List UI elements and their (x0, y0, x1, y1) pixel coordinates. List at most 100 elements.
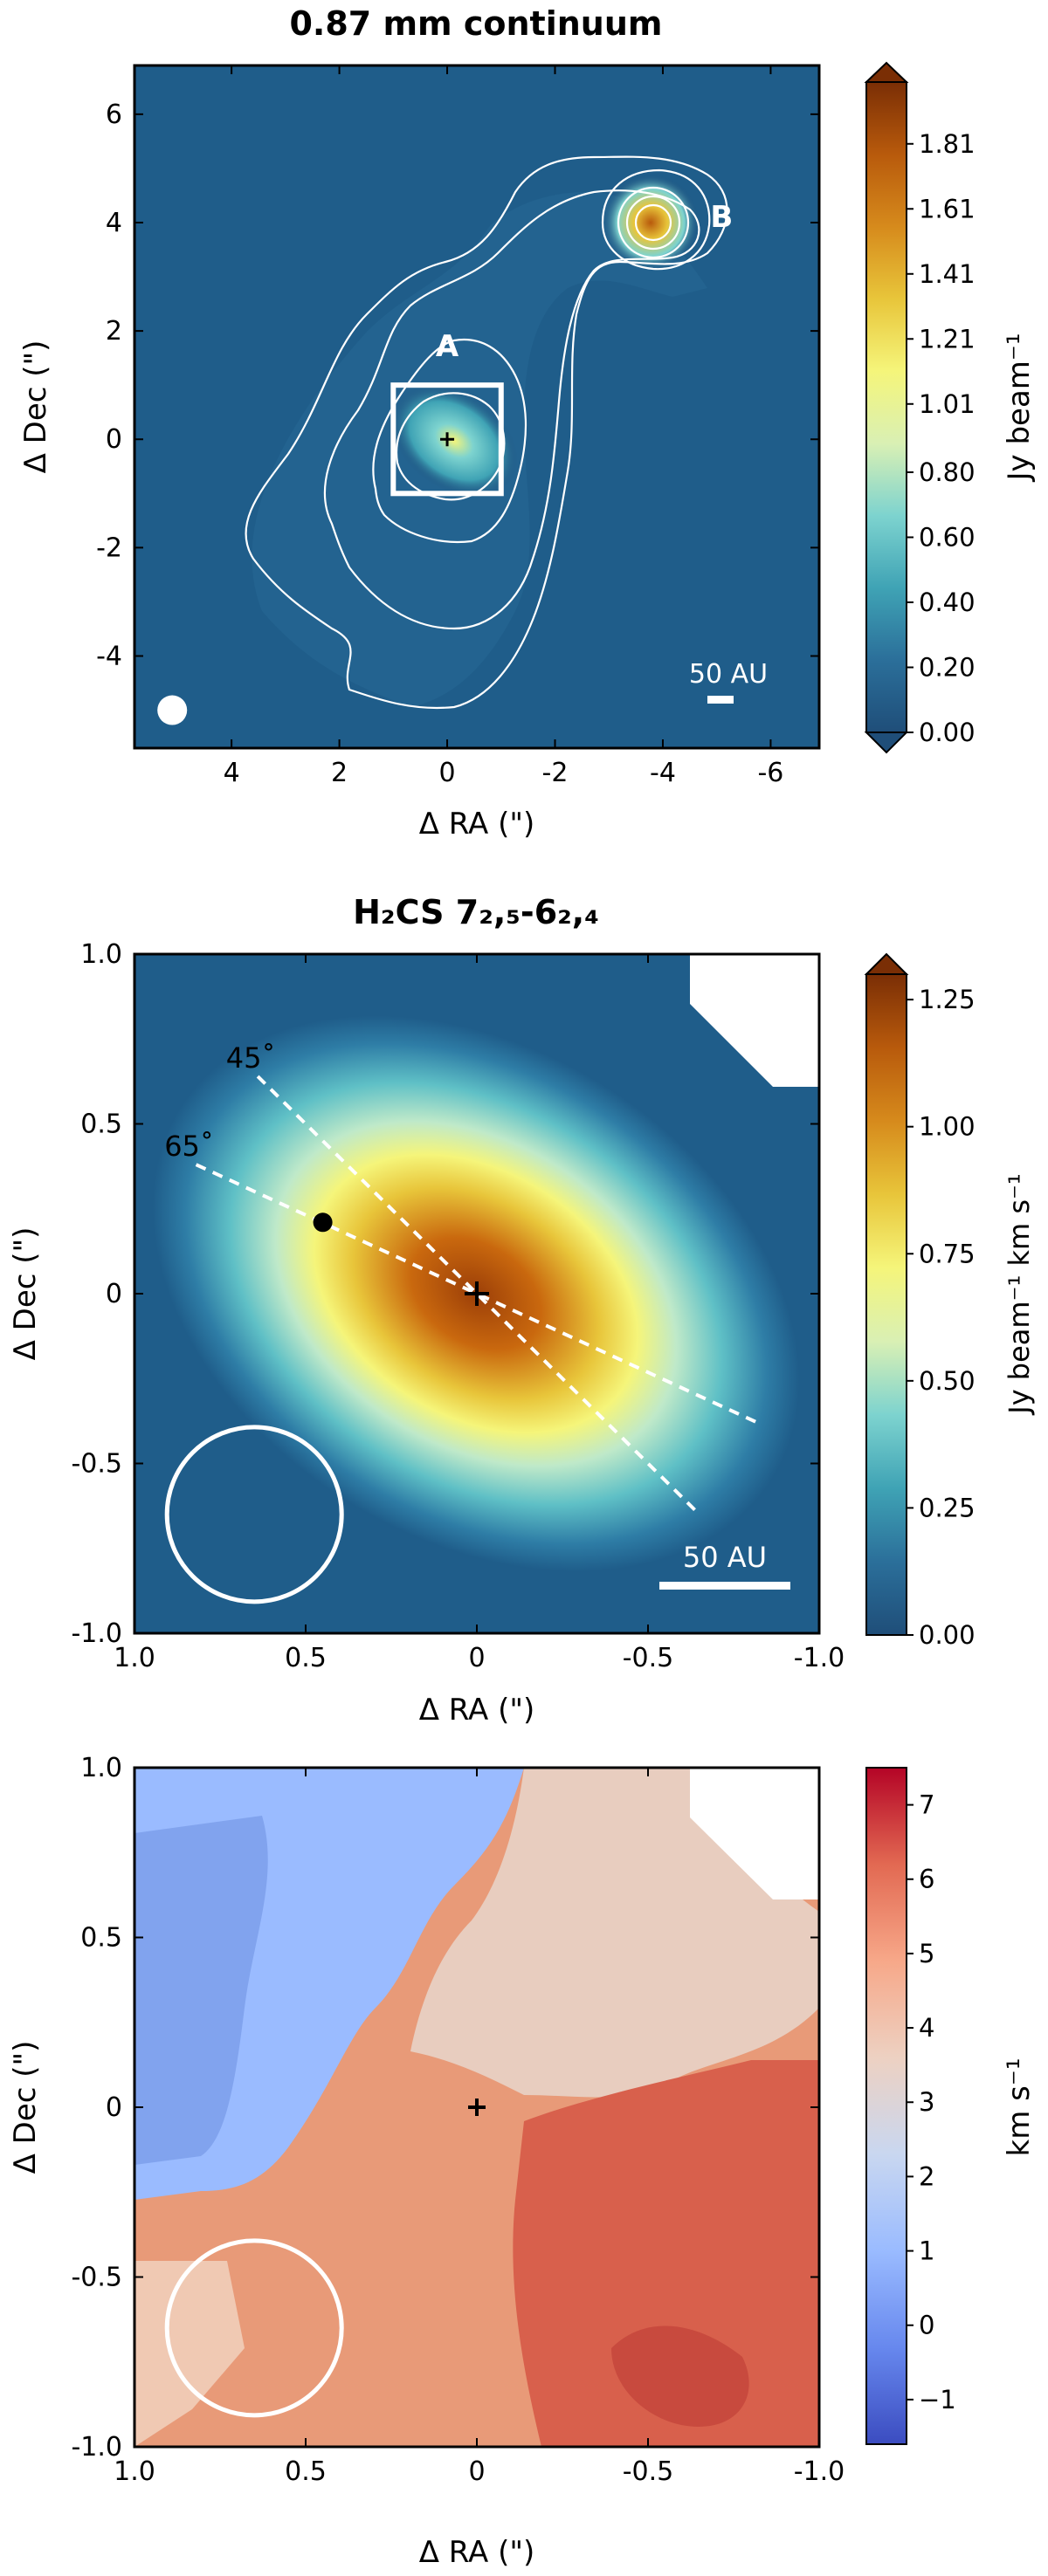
x-tick-label: 4 (224, 758, 240, 788)
colorbar-tick-label: −1 (919, 2385, 956, 2415)
colorbar1-extend-min (864, 732, 909, 754)
beam-ellipse (164, 2238, 344, 2418)
colorbar2-ticks: 0.00 0.25 0.50 0.75 1.00 1.25 (907, 985, 976, 1650)
colorbar-tick-label: 0.75 (919, 1239, 976, 1268)
colorbar-tick-label: 0.20 (919, 653, 976, 683)
colorbar-tick-label: 1.41 (919, 259, 976, 289)
scalebar-label: 50 AU (683, 1541, 767, 1574)
velocity-mid-region (410, 1768, 819, 2098)
panel-velocity: 1.0 0.5 0 -0.5 -1.0 -1.0 -0.5 0 0.5 1.0 Δ RA (")… (8, 1753, 1037, 2570)
contour-b1 (601, 168, 711, 271)
colorbar-tick-label: 6 (919, 1865, 934, 1894)
colorbar1-ramp (865, 81, 907, 733)
colorbar-tick-label: 0.40 (919, 587, 976, 617)
scalebar (707, 696, 734, 704)
cut-line-label: 65˚ (164, 1130, 214, 1163)
center-marker (465, 1281, 489, 1306)
x-tick-label: 0 (468, 1643, 485, 1673)
colorbar-tick-label: 2 (919, 2161, 934, 2191)
colorbar-tick-label: 1.00 (919, 1112, 976, 1142)
y-tick-label: -4 (96, 641, 122, 671)
colorbar-tick-label: 1.25 (919, 985, 976, 1014)
cut-line (195, 1163, 759, 1425)
panel2-x-ticks: 1.0 0.5 0 -0.5 -1.0 (114, 954, 845, 1673)
contour-b2 (617, 186, 690, 259)
source-b-glow (603, 175, 699, 271)
contour-outer (245, 155, 728, 710)
panel-h2cs: H₂CS 7₂,₅-6₂,₄ 45˚65˚ 50 AU 1.0 0.5 0 -0.5-… (8, 893, 1036, 1728)
colorbar1-ticks: 0.00 0.20 0.40 0.60 0.80 1.01 1.21 1.41 1.61 1.81 (907, 129, 976, 747)
colorbar-tick-label: 1.61 (919, 194, 976, 223)
y-tick-label: 6 (106, 100, 122, 130)
y-tick-label: 0 (106, 2092, 122, 2123)
y-tick-label: -0.5 (71, 2263, 122, 2293)
x-tick-label: -1.0 (794, 2456, 845, 2487)
colorbar2-ramp (865, 973, 907, 1636)
x-tick-label: -1.0 (794, 1643, 845, 1673)
cut-line (256, 1075, 698, 1513)
y-tick-label: 2 (106, 316, 122, 347)
beam-ellipse (157, 695, 188, 725)
colorbar-tick-label: 1 (919, 2236, 934, 2266)
panel1-title: 0.87 mm continuum (289, 4, 662, 43)
y-tick-label: 4 (106, 208, 122, 238)
colorbar3-ramp (865, 1767, 907, 2445)
x-tick-label: -0.5 (623, 1643, 674, 1673)
panel1-frame (133, 64, 821, 750)
colorbar-1: 0.00 0.20 0.40 0.60 0.80 1.01 1.21 1.41 1.61 1.81… (864, 61, 1037, 754)
y-tick-label: -1.0 (71, 1618, 122, 1649)
y-tick-label: 0 (106, 424, 122, 455)
colorbar2-label: Jy beam⁻¹ km s⁻¹ (1003, 1173, 1036, 1415)
colorbar-tick-label: 4 (919, 2013, 934, 2043)
colorbar-tick-label: 0.00 (919, 718, 976, 747)
colorbar-tick-label: 3 (919, 2087, 934, 2117)
y-tick-label: 0.5 (80, 1923, 122, 1954)
colorbar-tick-label: 1.21 (919, 324, 976, 354)
colorbar3-label: km s⁻¹ (1002, 2058, 1037, 2157)
x-tick-label: -6 (757, 758, 783, 788)
velocity-light-patch (134, 2261, 245, 2447)
x-tick-label: 0 (468, 2456, 485, 2487)
panel3-y-ticks: -1.0 -0.5 0 0.5 1.0 (71, 1753, 819, 2463)
colorbar-tick-label: 1.81 (919, 129, 976, 159)
y-tick-label: -0.5 (71, 1449, 122, 1480)
scalebar (659, 1582, 790, 1590)
colorbar-tick-label: 0.00 (919, 1620, 976, 1650)
panel3-blank-region (690, 1768, 819, 1899)
offset-point-marker (313, 1212, 333, 1233)
contour-b3 (625, 195, 681, 251)
panel2-xlabel: Δ RA (") (419, 1693, 535, 1728)
source-a-glow (390, 384, 518, 498)
contour-3 (372, 338, 527, 543)
colorbar-tick-label: 0 (919, 2311, 934, 2340)
x-tick-label: 1.0 (114, 2456, 155, 2487)
colorbar-3: −1 0 1 2 3 4 5 6 7 km s⁻¹ (865, 1767, 1037, 2445)
y-tick-label: 1.0 (80, 1753, 122, 1783)
panel2-ylabel: Δ Dec (") (8, 1227, 43, 1361)
panel1-x-ticks: 4 2 0 -2 -4 -6 (224, 65, 783, 788)
colorbar-tick-label: 5 (919, 1939, 934, 1968)
colorbar-tick-label: 1.01 (919, 389, 976, 419)
contour-b4 (634, 203, 672, 242)
panel1-y-ticks: -4 -2 0 2 4 6 (96, 100, 819, 671)
panel-continuum: 0.87 mm continuum A B 50 AU (18, 4, 1037, 841)
x-tick-label: 0 (439, 758, 456, 788)
x-tick-label: 1.0 (114, 1643, 155, 1673)
colorbar1-label: Jy beam⁻¹ (1002, 333, 1037, 483)
colorbar-2: 0.00 0.25 0.50 0.75 1.00 1.25 Jy beam⁻¹ km s⁻… (864, 952, 1036, 1650)
colorbar2-extend-max (864, 952, 909, 975)
velocity-red-region (513, 2060, 819, 2447)
y-tick-label: 0 (106, 1279, 122, 1309)
panel1-ylabel: Δ Dec (") (18, 340, 53, 474)
source-b-label: B (710, 200, 733, 235)
scalebar-label: 50 AU (689, 659, 768, 690)
x-tick-label: 0.5 (285, 2456, 327, 2487)
colorbar-tick-label: 0.60 (919, 523, 976, 553)
x-tick-label: -2 (542, 758, 569, 788)
colorbar1-extend-max (864, 61, 909, 83)
source-a-marker (440, 432, 455, 447)
y-tick-label: -1.0 (71, 2432, 122, 2463)
x-tick-label: 0.5 (285, 1643, 327, 1673)
center-marker (468, 2099, 486, 2116)
